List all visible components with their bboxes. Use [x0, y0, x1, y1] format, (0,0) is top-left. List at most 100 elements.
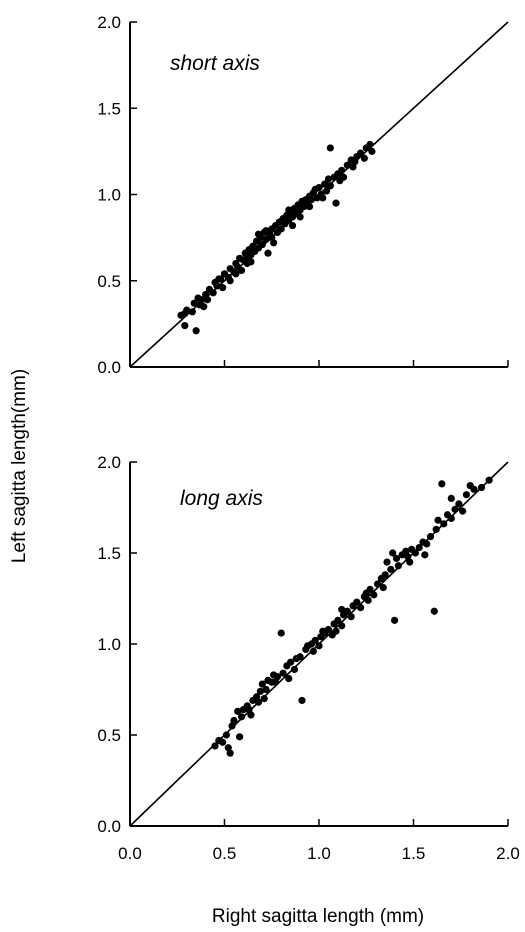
- data-point: [338, 622, 346, 630]
- data-point: [336, 177, 344, 185]
- data-point: [262, 685, 270, 694]
- data-point: [230, 716, 238, 725]
- chart-panel-short-axis: short axis 0.0 0.5 1.0 1.5 2.0: [97, 13, 509, 377]
- data-point: [360, 154, 368, 162]
- data-point: [368, 147, 376, 155]
- data-point: [277, 225, 285, 233]
- data-point: [402, 547, 410, 555]
- data-point: [226, 749, 234, 757]
- data-point: [434, 516, 442, 524]
- data-point: [198, 296, 206, 304]
- y-tick-label: 1.5: [97, 99, 121, 118]
- data-point: [326, 144, 334, 152]
- data-point: [262, 227, 270, 235]
- data-point: [366, 585, 374, 594]
- y-tick-label: 2.0: [97, 453, 121, 472]
- panel-title-long-axis: long axis: [180, 487, 263, 510]
- data-point: [237, 266, 246, 274]
- data-point: [356, 604, 365, 612]
- data-point: [353, 598, 361, 606]
- data-point: [370, 591, 378, 599]
- data-point: [213, 282, 221, 290]
- y-tick-label: 1.5: [97, 544, 121, 563]
- data-point: [226, 277, 234, 285]
- data-point: [262, 235, 270, 243]
- data-point: [219, 738, 227, 746]
- y-tick-label: 2.0: [97, 13, 121, 32]
- data-point: [447, 514, 455, 523]
- panel-title-short-axis: short axis: [170, 52, 260, 75]
- data-point: [273, 673, 282, 681]
- data-point: [181, 322, 189, 330]
- data-point: [247, 258, 255, 266]
- data-point: [232, 270, 240, 278]
- data-point: [373, 580, 382, 588]
- data-point: [254, 698, 263, 706]
- data-point: [258, 680, 266, 688]
- data-point: [309, 647, 317, 655]
- data-point: [326, 182, 334, 190]
- data-point: [432, 525, 440, 533]
- data-point: [200, 303, 208, 311]
- data-point: [307, 196, 316, 204]
- data-point: [236, 733, 244, 741]
- data-point: [334, 616, 342, 624]
- data-point: [366, 140, 374, 149]
- y-axis-title: Left sagitta length(mm): [9, 369, 30, 563]
- data-point: [260, 695, 268, 703]
- data-point: [394, 562, 402, 570]
- data-point: [392, 554, 401, 563]
- data-point: [243, 253, 251, 261]
- data-point: [237, 713, 246, 721]
- y-tick-label: 1.0: [97, 186, 121, 205]
- data-point: [264, 249, 272, 257]
- data-point: [222, 731, 230, 739]
- data-point: [271, 678, 280, 686]
- data-point: [462, 491, 471, 499]
- data-point: [411, 549, 419, 557]
- data-point: [287, 658, 295, 666]
- data-point: [332, 627, 340, 635]
- data-point: [298, 696, 306, 705]
- data-point: [343, 161, 351, 169]
- data-point: [351, 158, 359, 166]
- x-tick-label: 0.0: [118, 844, 142, 863]
- data-point: [404, 553, 412, 561]
- data-point: [296, 213, 304, 221]
- data-point: [203, 296, 212, 304]
- data-point: [381, 571, 389, 579]
- data-point: [322, 187, 331, 195]
- x-tick-label: 0.5: [213, 844, 237, 863]
- data-point: [224, 744, 232, 752]
- data-point: [247, 711, 255, 719]
- y-tick-label: 0.0: [97, 358, 121, 377]
- data-point: [315, 642, 323, 650]
- data-point: [421, 551, 429, 559]
- data-point: [423, 540, 431, 548]
- data-point: [347, 613, 355, 621]
- data-point: [228, 722, 236, 730]
- data-point: [440, 520, 448, 528]
- data-point: [455, 500, 463, 508]
- data-point: [311, 636, 319, 644]
- data-point: [383, 558, 391, 566]
- data-point: [192, 327, 200, 335]
- data-point: [277, 629, 285, 637]
- x-axis-title: Right sagitta length (mm): [212, 906, 424, 927]
- data-point: [415, 543, 423, 552]
- data-point: [438, 480, 446, 488]
- y-tick-label: 0.5: [97, 272, 121, 291]
- data-point: [324, 175, 333, 183]
- data-point: [234, 707, 242, 715]
- chart-panel-long-axis: long axis 0.0 0.5 1.0 1.5 2.0 0.0 0.5 1.0 1.5 2.0: [97, 453, 519, 863]
- y-tick-label: 1.0: [97, 635, 121, 654]
- data-point: [338, 605, 346, 614]
- data-point: [426, 533, 435, 541]
- data-point: [343, 607, 351, 615]
- data-point: [219, 284, 227, 292]
- data-point: [311, 185, 319, 193]
- data-point: [364, 596, 372, 604]
- data-point: [296, 653, 304, 661]
- y-tick-label: 0.5: [97, 726, 121, 745]
